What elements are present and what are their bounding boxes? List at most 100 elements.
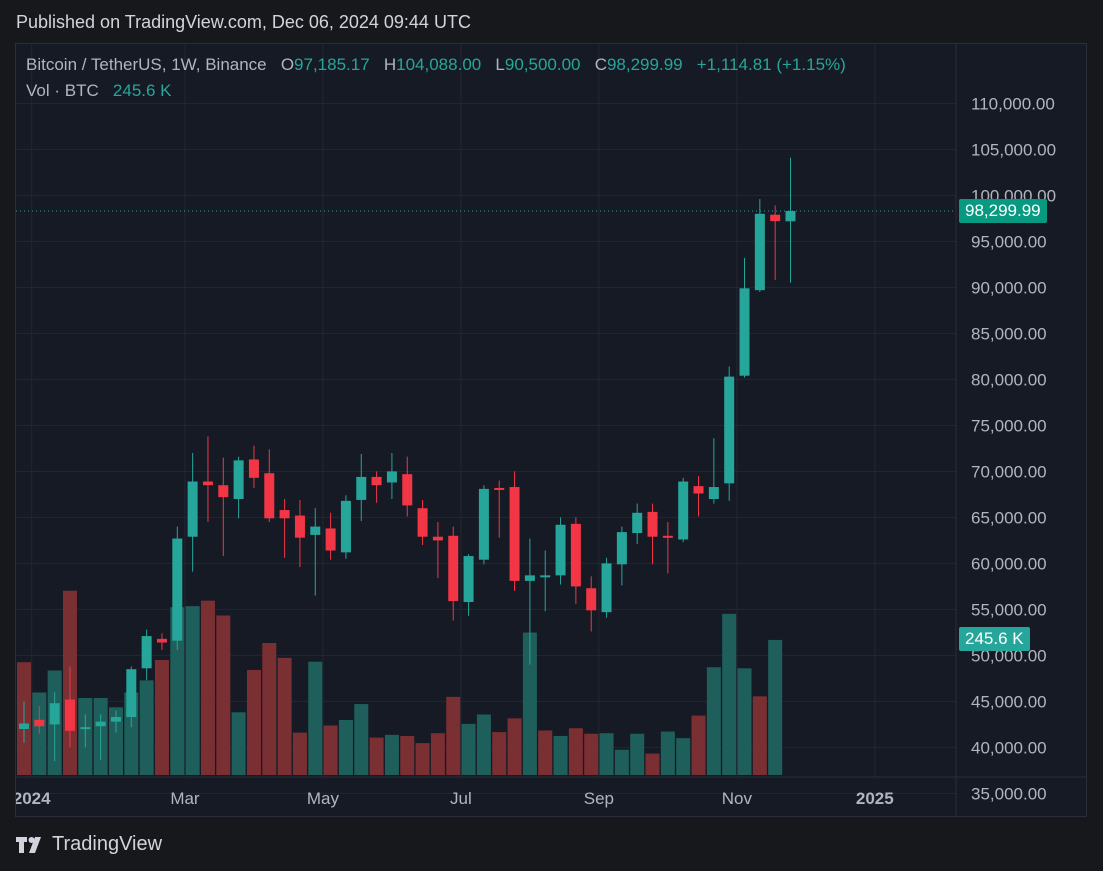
candle	[524, 538, 535, 665]
candle-body	[126, 669, 137, 718]
candle-body	[386, 471, 397, 483]
candle	[294, 499, 305, 568]
candle	[632, 503, 643, 545]
volume-bar	[691, 715, 706, 775]
y-tick-label: 60,000.00	[971, 554, 1047, 573]
candle-body	[693, 486, 704, 494]
candle	[678, 477, 689, 543]
candle-body	[248, 459, 259, 478]
candle-body	[478, 488, 489, 560]
footer: TradingView	[16, 833, 162, 856]
y-tick-label: 95,000.00	[971, 232, 1047, 251]
candle	[754, 199, 765, 292]
candle	[386, 453, 397, 499]
legend-open-label: O	[280, 55, 295, 74]
volume-bar	[216, 615, 231, 775]
volume-bar	[737, 668, 752, 775]
candle-body	[601, 563, 612, 613]
volume-bar	[722, 613, 737, 775]
candle	[202, 436, 213, 522]
volume-bar	[292, 732, 307, 775]
candle-body	[402, 474, 413, 506]
candle-body	[463, 556, 474, 603]
legend-open-value: 97,185.17	[294, 55, 370, 74]
candle	[616, 526, 627, 586]
legend-close-value: 98,299.99	[606, 55, 683, 74]
candle-body	[264, 473, 275, 519]
volume-bar	[262, 643, 277, 775]
legend-volume-label[interactable]: Vol · BTC	[26, 81, 99, 100]
legend-volume-value: 245.6 K	[112, 81, 172, 100]
candle	[724, 366, 735, 501]
legend-change: +1,114.81 (+1.15%)	[696, 55, 846, 74]
volume-bar	[185, 606, 200, 775]
legend-low-label: L	[495, 55, 505, 74]
candle	[310, 508, 321, 596]
candle-body	[494, 487, 505, 490]
volume-bar	[584, 733, 599, 775]
candle-body	[417, 508, 428, 537]
candle-body	[49, 703, 60, 725]
volume-bar	[614, 749, 629, 775]
candle	[156, 633, 167, 650]
tradingview-logo-icon[interactable]	[16, 836, 44, 854]
candle-body	[616, 532, 627, 565]
candle	[172, 526, 183, 650]
y-tick-label: 110,000.00	[971, 94, 1055, 113]
volume-bar	[768, 639, 783, 775]
chart-frame[interactable]: 35,000.00 40,000.00 45,000.00 50,000.00 55,0…	[15, 43, 1087, 817]
x-tick-label: Mar	[170, 789, 200, 808]
volume-bar	[170, 607, 185, 775]
legend-high-value: 104,088.00	[396, 55, 482, 74]
candle-body	[371, 476, 382, 486]
volume-bar	[553, 735, 568, 775]
candlestick-chart[interactable]: 35,000.00 40,000.00 45,000.00 50,000.00 55,0…	[16, 44, 1086, 816]
candle	[509, 471, 520, 591]
candle	[340, 495, 351, 559]
legend-symbol[interactable]: Bitcoin / TetherUS, 1W, Binance	[26, 55, 267, 74]
volume-bar	[415, 743, 430, 775]
legend-high-label: H	[383, 55, 397, 74]
volume-bar	[752, 696, 767, 775]
volume-bar	[676, 738, 691, 775]
volume-bar	[645, 753, 660, 775]
candle	[402, 456, 413, 517]
candle-body	[524, 575, 535, 581]
candle	[141, 629, 152, 681]
y-tick-label: 85,000.00	[971, 324, 1047, 343]
candle	[417, 499, 428, 545]
candle	[601, 557, 612, 618]
volume-bar	[446, 696, 461, 775]
candle	[540, 550, 551, 612]
volume-bar	[32, 692, 47, 775]
x-tick-label: May	[307, 789, 340, 808]
candle-body	[647, 511, 658, 537]
y-tick-label: 75,000.00	[971, 416, 1047, 435]
x-tick-label: 2024	[16, 789, 51, 808]
volume-bar	[200, 600, 215, 775]
candle-body	[64, 699, 75, 731]
candle	[662, 522, 673, 574]
x-tick-label: Jul	[450, 789, 472, 808]
legend-low-value: 90,500.00	[504, 55, 581, 74]
candle	[248, 445, 259, 488]
y-tick-label: 50,000.00	[971, 646, 1047, 665]
volume-bar	[538, 730, 553, 775]
y-tick-label: 80,000.00	[971, 370, 1047, 389]
candle-body	[19, 723, 29, 729]
candle	[233, 456, 244, 519]
y-tick-label: 105,000.00	[971, 140, 1056, 159]
candle-body	[233, 460, 244, 499]
candle-body	[540, 575, 551, 578]
candle	[494, 480, 505, 538]
legend: Bitcoin / TetherUS, 1W, Binance O97,185.…	[26, 55, 846, 107]
x-tick-label: 2025	[856, 789, 894, 808]
candle	[80, 714, 91, 748]
volume-bar	[568, 728, 583, 775]
footer-brand[interactable]: TradingView	[52, 833, 163, 855]
candle	[478, 485, 489, 565]
volume-bar	[384, 734, 399, 775]
volume-bar	[277, 657, 292, 775]
volume-bar	[246, 669, 261, 775]
candle	[739, 257, 750, 378]
